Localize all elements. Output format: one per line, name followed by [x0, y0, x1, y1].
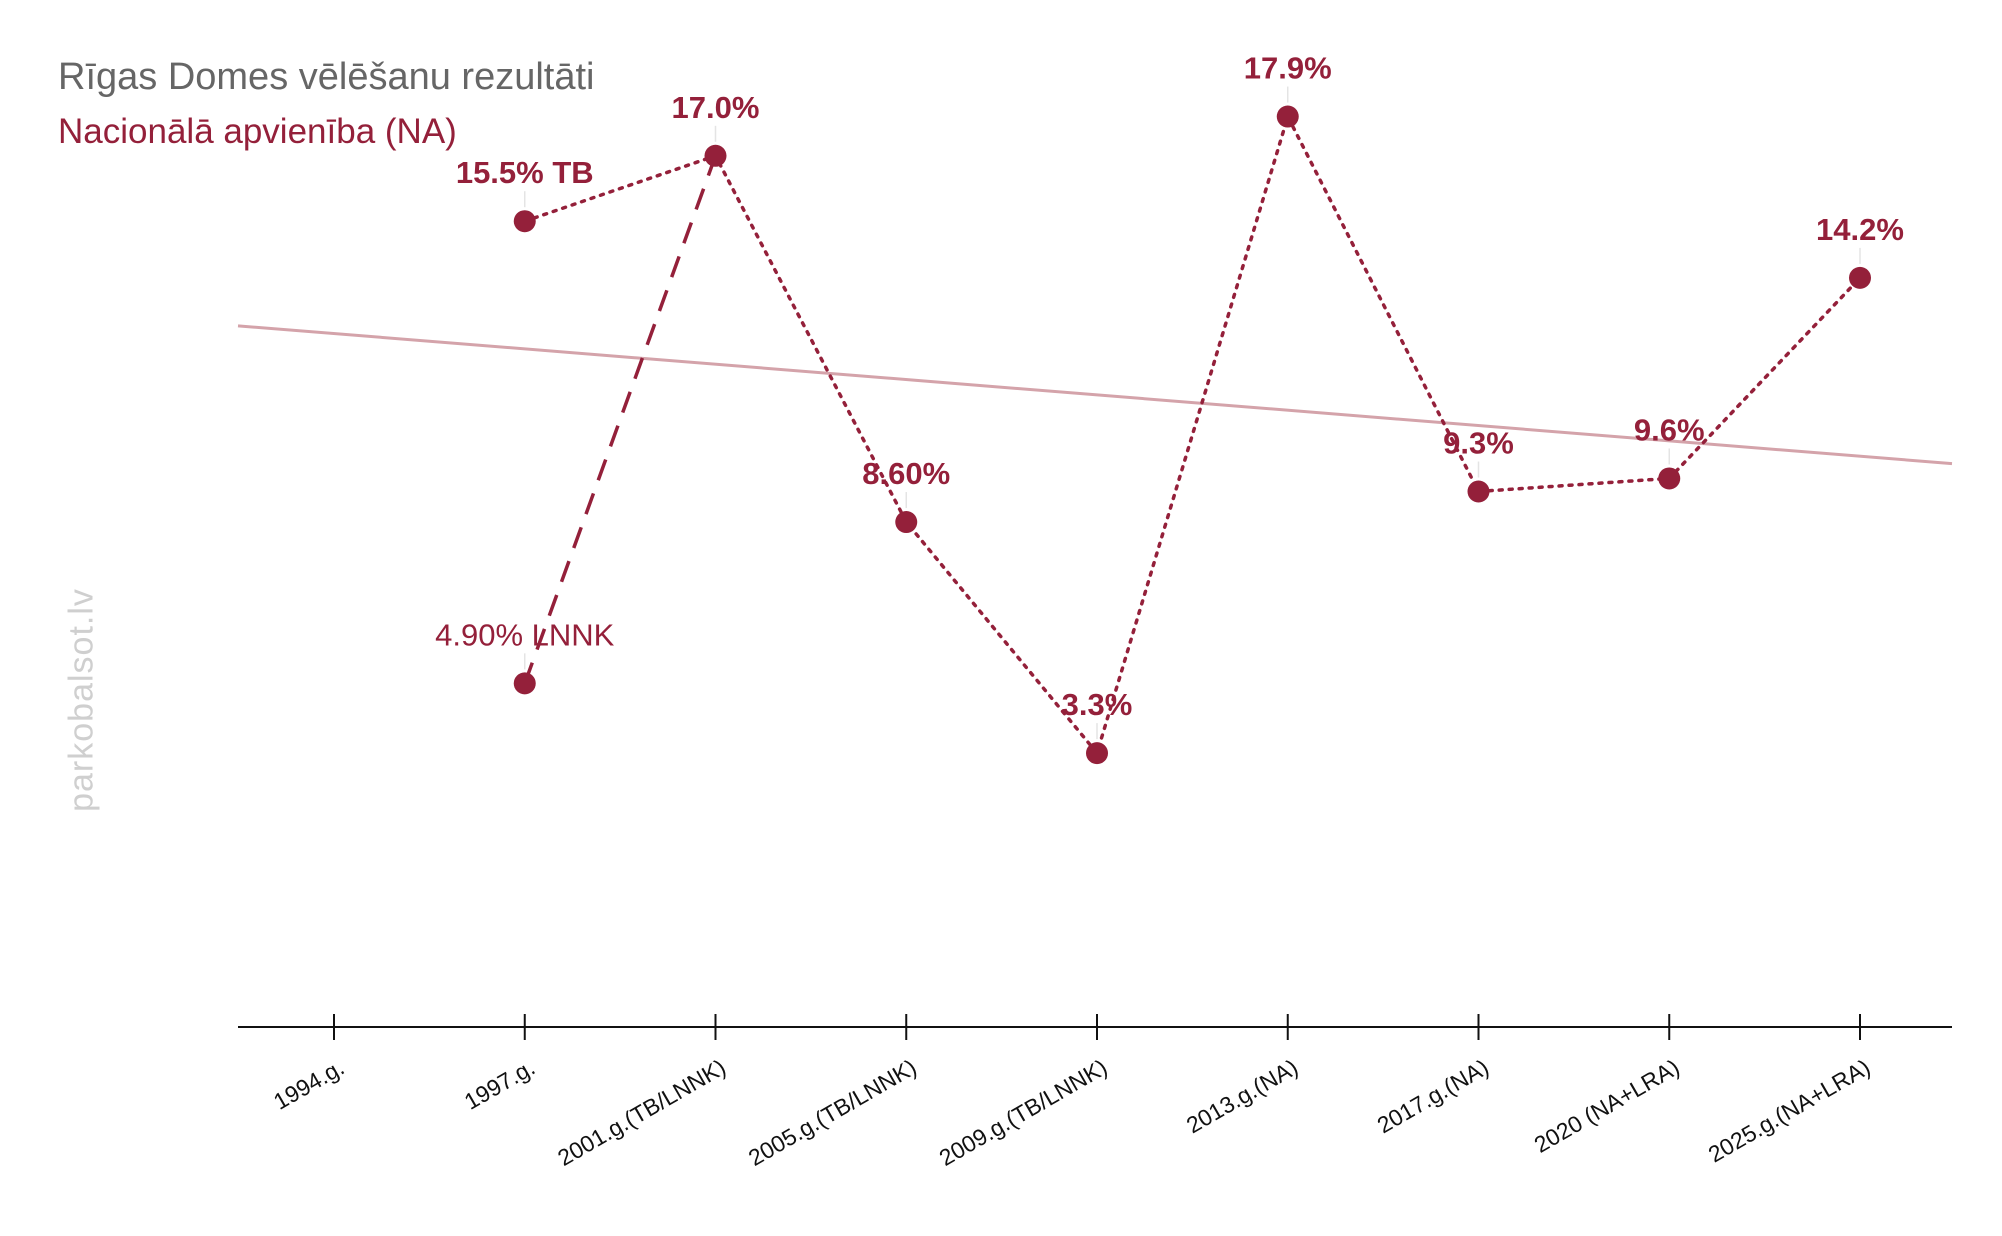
x-tick-label-6: 2017.g.(NA)	[1373, 1054, 1493, 1139]
data-point-tb-5	[1467, 480, 1490, 503]
data-label-tb-3: 3.3%	[1062, 687, 1133, 722]
data-label-tb-4: 17.9%	[1244, 51, 1332, 86]
data-point-tb-2	[895, 511, 918, 534]
data-label-tb-2: 8.60%	[862, 456, 950, 491]
data-point-tb-6	[1658, 467, 1681, 490]
chart-title: Rīgas Domes vēlēšanu rezultāti	[58, 56, 595, 98]
data-point-tb-7	[1849, 266, 1871, 289]
trendline-layer	[237, 324, 1953, 466]
series-line-tb	[523, 111, 1862, 757]
series-line-lnnk	[523, 155, 718, 684]
data-label-tb-5: 9.3%	[1443, 426, 1514, 461]
data-point-tb-1	[704, 144, 727, 167]
data-label-lnnk-0: 4.90% LNNK	[435, 617, 615, 652]
data-label-tb-7: 14.2%	[1816, 212, 1904, 247]
x-tick-label-3: 2005.g.(TB/LNNK)	[744, 1054, 921, 1171]
x-tick-label-5: 2013.g.(NA)	[1182, 1054, 1302, 1139]
x-tick-label-7: 2020 (NA+LRA)	[1530, 1054, 1684, 1158]
series-lines	[523, 111, 1862, 757]
data-point-tb-4	[1276, 105, 1299, 128]
chart-subtitle: Nacionālā apvienība (NA)	[58, 112, 457, 151]
x-tick-label-4: 2009.g.(TB/LNNK)	[935, 1054, 1112, 1171]
data-points	[513, 105, 1871, 765]
x-axis: 1994.g. 1997.g. 2001.g.(TB/LNNK) 2005.g.(TB…	[238, 1014, 1952, 1171]
trendline	[237, 324, 1953, 466]
data-label-tb-0: 15.5% TB	[456, 155, 594, 190]
data-point-tb-0	[513, 210, 536, 233]
x-tick-label-8: 2025.g.(NA+LRA)	[1704, 1054, 1875, 1168]
data-label-tb-1: 17.0%	[672, 90, 760, 125]
data-point-tb-3	[1086, 742, 1108, 765]
x-tick-label-2: 2001.g.(TB/LNNK)	[553, 1054, 730, 1171]
x-tick-label-1: 1997.g.	[460, 1054, 539, 1115]
data-point-lnnk-0	[513, 672, 536, 695]
x-tick-label-0: 1994.g.	[269, 1054, 348, 1115]
data-labels: 15.5% TB 17.0% 8.60% 3.3% 17.9% 9.3% 9.6% 14.2%…	[435, 51, 1904, 740]
data-label-tb-6: 9.6%	[1634, 412, 1705, 447]
